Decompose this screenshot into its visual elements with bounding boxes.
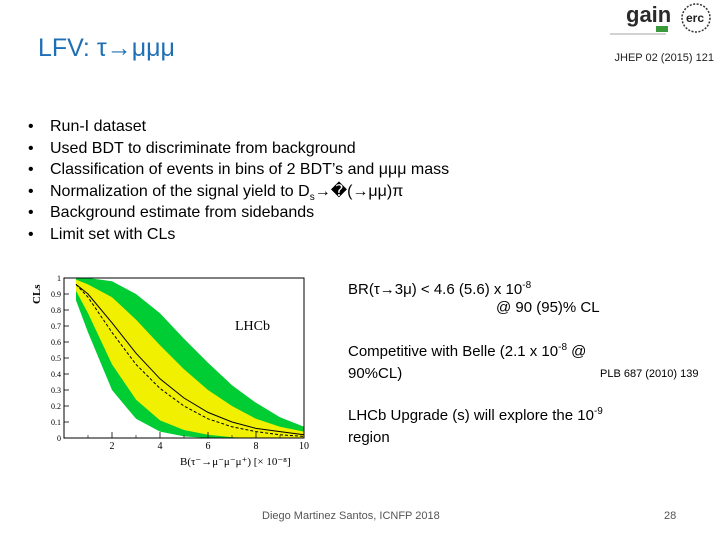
bullet-item: Classification of events in bins of 2 BD… bbox=[28, 159, 449, 181]
y-tick-label: 0.7 bbox=[51, 322, 61, 331]
arrow-icon: → bbox=[106, 34, 132, 62]
y-tick-label: 0.6 bbox=[51, 338, 61, 347]
bullet-list: Run-I dataset Used BDT to discriminate f… bbox=[28, 116, 449, 245]
cls-curve-1 bbox=[75, 284, 305, 437]
br-limit: BR(τ→3μ) < 4.6 (5.6) x 10-8 bbox=[348, 280, 532, 299]
cls-bands bbox=[76, 278, 304, 438]
gain-erc-logo: gain erc bbox=[610, 2, 711, 35]
cls-plot: 10.90.80.70.60.50.40.30.20.102 4 6 8 10 CLs … bbox=[31, 274, 309, 468]
y-tick-label: 0.4 bbox=[51, 370, 61, 379]
bullet-item: Run-I dataset bbox=[28, 116, 449, 138]
footer-author: Diego Martinez Santos, ICNFP 2018 bbox=[262, 510, 440, 522]
logo-badge-icon bbox=[656, 26, 668, 32]
upgrade-text-line2: region bbox=[348, 429, 390, 446]
y-tick-label: 0.9 bbox=[51, 290, 61, 299]
y-tick-label: 0 bbox=[57, 434, 61, 443]
superscript: -8 bbox=[558, 342, 568, 353]
yellow-band-1 bbox=[76, 279, 304, 438]
x-tick-label: 2 bbox=[110, 441, 115, 452]
logo-ring-icon bbox=[681, 3, 711, 33]
bullet-text: ( bbox=[347, 182, 353, 200]
y-tick-label: 0.8 bbox=[51, 306, 61, 315]
bullet-item: Used BDT to discriminate from background bbox=[28, 138, 449, 160]
x-tick-label: 6 bbox=[206, 441, 211, 452]
competitive-line: Competitive with Belle (2.1 x 10 bbox=[348, 343, 559, 360]
y-tick-label: 0.1 bbox=[51, 418, 61, 427]
title-prefix: LFV: τ bbox=[38, 34, 107, 62]
cls-lines bbox=[75, 284, 305, 437]
x-tick-label: 10 bbox=[299, 441, 309, 452]
competitive-text: Competitive with Belle (2.1 x 10-8 @ bbox=[348, 342, 587, 361]
upgrade-line: LHCb Upgrade (s) will explore the 10 bbox=[348, 407, 594, 424]
arrow-icon: → bbox=[379, 281, 395, 298]
bullet-item: Limit set with CLs bbox=[28, 224, 449, 246]
br-text: BR(τ bbox=[348, 281, 380, 298]
plb-reference: PLB 687 (2010) 139 bbox=[600, 368, 699, 380]
competitive-text-line2: 90%CL) bbox=[348, 365, 403, 382]
subscript: s bbox=[309, 191, 315, 203]
bullet-item: Background estimate from sidebands bbox=[28, 202, 449, 224]
bullet-text: Normalization of the signal yield to D bbox=[50, 182, 310, 200]
title-suffix: μμμ bbox=[131, 34, 175, 62]
logo-gain-text: gain bbox=[626, 2, 671, 27]
cl-text: @ 90 (95)% CL bbox=[496, 299, 600, 316]
arrow-icon: → bbox=[314, 182, 331, 200]
superscript: -9 bbox=[593, 406, 603, 417]
arrow-icon: → bbox=[352, 182, 369, 200]
cls-curve-0 bbox=[75, 284, 305, 436]
logo-erc-text: erc bbox=[686, 11, 704, 25]
competitive-line: @ bbox=[567, 343, 587, 360]
superscript: -8 bbox=[522, 280, 532, 291]
bullet-item: Normalization of the signal yield to Ds→… bbox=[28, 181, 449, 203]
x-tick-label: 8 bbox=[254, 441, 259, 452]
br-text: 3μ) < 4.6 (5.6) x 10 bbox=[394, 281, 523, 298]
y-tick-label: 0.3 bbox=[51, 386, 61, 395]
bullet-text: μμ)π bbox=[368, 182, 404, 200]
plot-ticks: 1 0.9 0.8 0.7 0.6 0.5 0.4 0.3 0.2 0.1 0 2 4 6 8 10 bbox=[51, 274, 309, 452]
placeholder-glyph: � bbox=[330, 182, 348, 200]
slide-title: LFV: τ→μμμ bbox=[38, 34, 175, 63]
journal-reference: JHEP 02 (2015) 121 bbox=[614, 52, 714, 64]
upgrade-text: LHCb Upgrade (s) will explore the 10-9 bbox=[348, 406, 603, 425]
y-axis-label: CLs bbox=[31, 284, 43, 304]
x-axis-label: B(τ⁻→μ⁻μ⁻μ⁺) [× 10⁻⁸] bbox=[180, 456, 291, 468]
page-number: 28 bbox=[664, 510, 677, 522]
y-tick-label: 1 bbox=[57, 274, 61, 283]
y-tick-label: 0.5 bbox=[51, 354, 61, 363]
x-tick-label: 4 bbox=[158, 441, 163, 452]
y-tick-label: 0.2 bbox=[51, 402, 61, 411]
lhcb-label: LHCb bbox=[235, 319, 270, 334]
